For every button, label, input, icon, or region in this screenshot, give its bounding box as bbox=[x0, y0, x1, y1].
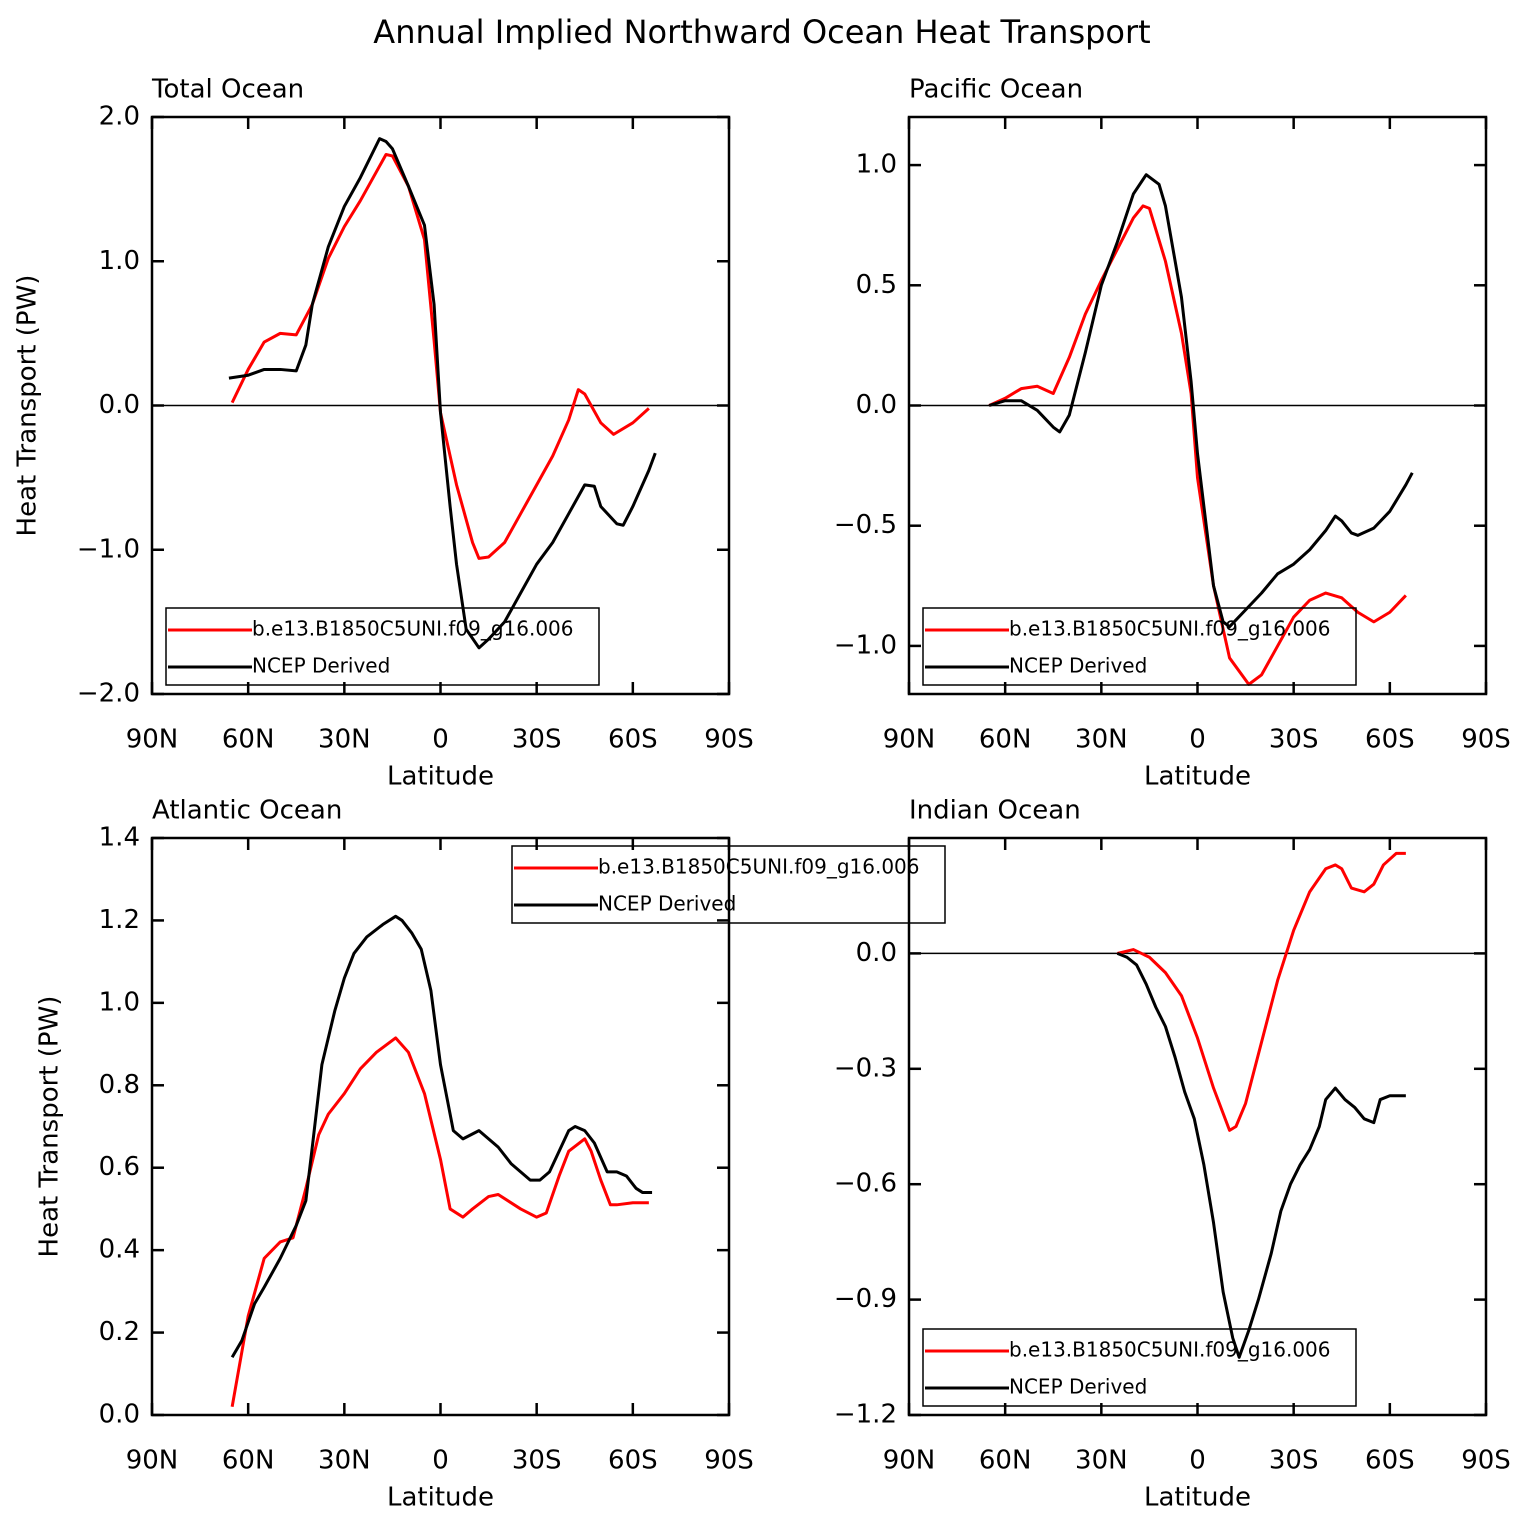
y-axis-label: Heat Transport (PW) bbox=[13, 275, 43, 537]
series-line bbox=[230, 914, 653, 1359]
x-tick-label: 90N bbox=[883, 725, 936, 755]
y-tick-label: 0.0 bbox=[856, 390, 897, 420]
x-tick-label: 60N bbox=[979, 725, 1032, 755]
x-axis-label: Latitude bbox=[1144, 762, 1251, 792]
plot-frame bbox=[150, 115, 731, 696]
y-tick-label: −1.0 bbox=[834, 630, 897, 660]
x-tick-label: 30N bbox=[1075, 725, 1128, 755]
x-tick-label: 30S bbox=[1269, 725, 1319, 755]
y-tick-label: −0.9 bbox=[834, 1284, 897, 1314]
legend-label: b.e13.B1850C5UNI.f09_g16.006 bbox=[252, 617, 574, 641]
y-tick-label: 1.0 bbox=[99, 246, 140, 276]
panel-title: Atlantic Ocean bbox=[152, 796, 342, 826]
panel-title: Total Ocean bbox=[151, 75, 304, 105]
series-line bbox=[1116, 952, 1406, 1359]
panel-title: Indian Ocean bbox=[909, 796, 1081, 826]
x-tick-label: 0 bbox=[432, 725, 449, 755]
x-tick-label: 60N bbox=[222, 1446, 275, 1476]
x-tick-label: 30N bbox=[318, 1446, 371, 1476]
legend-box bbox=[922, 607, 1357, 686]
x-tick-label: 60S bbox=[608, 1446, 658, 1476]
panel-title: Pacific Ocean bbox=[909, 75, 1083, 105]
y-tick-label: 0.0 bbox=[99, 390, 140, 420]
x-tick-label: 30N bbox=[318, 725, 371, 755]
x-tick-label: 30N bbox=[1075, 1446, 1128, 1476]
y-tick-label: 0.0 bbox=[856, 938, 897, 968]
y-tick-label: −0.3 bbox=[834, 1053, 897, 1083]
x-tick-label: 0 bbox=[432, 1446, 449, 1476]
legend-label: b.e13.B1850C5UNI.f09_g16.006 bbox=[1009, 1338, 1331, 1362]
x-tick-label: 60N bbox=[979, 1446, 1032, 1476]
y-tick-label: 1.0 bbox=[99, 987, 140, 1017]
plot-frame bbox=[907, 115, 1488, 696]
y-tick-label: 1.4 bbox=[99, 823, 140, 853]
x-tick-label: 60S bbox=[1365, 725, 1415, 755]
x-tick-label: 60S bbox=[1365, 1446, 1415, 1476]
legend-box bbox=[511, 845, 946, 924]
x-tick-label: 90S bbox=[1461, 1446, 1511, 1476]
series-line bbox=[230, 153, 650, 560]
x-tick-label: 60S bbox=[608, 725, 658, 755]
series-line bbox=[230, 1036, 649, 1408]
plot-frame bbox=[150, 836, 731, 1417]
x-axis-label: Latitude bbox=[387, 1483, 494, 1513]
x-tick-label: 30S bbox=[512, 725, 562, 755]
legend-label: b.e13.B1850C5UNI.f09_g16.006 bbox=[1009, 617, 1331, 641]
x-tick-label: 60N bbox=[222, 725, 275, 755]
series-line bbox=[1117, 851, 1406, 1132]
x-tick-label: 0 bbox=[1189, 1446, 1206, 1476]
legend-box bbox=[165, 607, 600, 686]
x-tick-label: 90N bbox=[126, 1446, 179, 1476]
series-line bbox=[228, 137, 657, 650]
y-tick-label: −2.0 bbox=[77, 679, 140, 709]
y-tick-label: −1.2 bbox=[834, 1400, 897, 1430]
x-tick-label: 30S bbox=[1269, 1446, 1319, 1476]
y-tick-label: 0.5 bbox=[856, 270, 897, 300]
x-tick-label: 30S bbox=[512, 1446, 562, 1476]
x-axis-label: Latitude bbox=[1144, 1483, 1251, 1513]
y-tick-label: 0.0 bbox=[99, 1400, 140, 1430]
x-tick-label: 90S bbox=[704, 725, 754, 755]
y-tick-label: −1.0 bbox=[77, 534, 140, 564]
y-tick-label: −0.5 bbox=[834, 510, 897, 540]
legend-label: NCEP Derived bbox=[252, 654, 390, 678]
x-tick-label: 90S bbox=[1461, 725, 1511, 755]
y-axis-label: Heat Transport (PW) bbox=[35, 996, 65, 1258]
y-tick-label: 0.2 bbox=[99, 1317, 140, 1347]
legend-label: b.e13.B1850C5UNI.f09_g16.006 bbox=[598, 855, 920, 879]
series-line bbox=[988, 173, 1414, 629]
x-tick-label: 90S bbox=[704, 1446, 754, 1476]
x-tick-label: 90N bbox=[883, 1446, 936, 1476]
y-tick-label: 2.0 bbox=[99, 102, 140, 132]
y-tick-label: 0.4 bbox=[99, 1235, 140, 1265]
y-tick-label: 1.0 bbox=[856, 150, 897, 180]
figure-title: Annual Implied Northward Ocean Heat Tran… bbox=[373, 13, 1150, 51]
y-tick-label: 0.6 bbox=[99, 1152, 140, 1182]
x-tick-label: 0 bbox=[1189, 725, 1206, 755]
legend-box bbox=[922, 1328, 1357, 1407]
legend-label: NCEP Derived bbox=[598, 892, 736, 916]
y-tick-label: 1.2 bbox=[99, 905, 140, 935]
plot-frame bbox=[907, 836, 1488, 1417]
legend-label: NCEP Derived bbox=[1009, 654, 1147, 678]
y-tick-label: 0.8 bbox=[99, 1070, 140, 1100]
legend-label: NCEP Derived bbox=[1009, 1375, 1147, 1399]
x-axis-label: Latitude bbox=[387, 762, 494, 792]
x-tick-label: 90N bbox=[126, 725, 179, 755]
y-tick-label: −0.6 bbox=[834, 1169, 897, 1199]
